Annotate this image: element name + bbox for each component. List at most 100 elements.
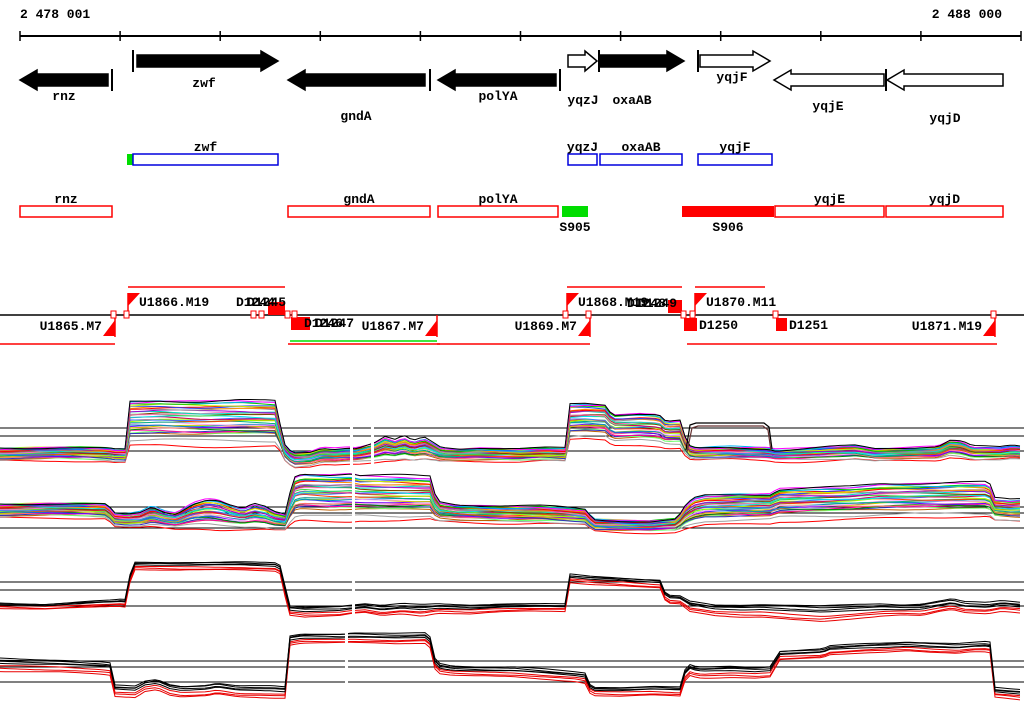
gene-label-polYA: polYA	[478, 89, 518, 104]
d-probe-block[interactable]	[268, 302, 285, 315]
probe-label-U1866.M19: U1866.M19	[139, 295, 210, 310]
d-probe-label-D1246: D1246	[304, 316, 344, 331]
d-probe-block[interactable]	[291, 317, 310, 330]
expression-line	[0, 635, 1021, 693]
probe-boundary-square	[562, 310, 569, 319]
expression-line	[0, 640, 1021, 698]
expression-line	[0, 399, 1021, 454]
segment-label-rnz: rnz	[54, 192, 78, 207]
segment-box-S905[interactable]	[562, 206, 588, 217]
segment-box-gndA[interactable]	[287, 205, 431, 218]
gene-arrow-rnz[interactable]	[18, 68, 109, 92]
expression-outlier-line	[685, 422, 773, 451]
gene-arrow-yqjE[interactable]	[772, 68, 885, 92]
segment-box-yqjD[interactable]	[885, 205, 1004, 218]
probe-label-U1871.M19: U1871.M19	[911, 319, 982, 334]
transcript-box-yqzJ[interactable]	[567, 153, 598, 166]
probe-boundary-square	[689, 310, 696, 319]
gene-label-zwf: zwf	[192, 76, 216, 91]
gene-arrow-polYA[interactable]	[436, 68, 557, 92]
segment-label-S906: S906	[712, 220, 744, 235]
expression-line	[0, 512, 1021, 531]
probe-flag-U1868.M19[interactable]	[567, 293, 579, 306]
expression-line	[0, 569, 1021, 622]
transcript-box-yqjF[interactable]	[697, 153, 773, 166]
probe-flag-U1871.M19[interactable]	[983, 320, 995, 336]
gene-label-yqzJ: yqzJ	[567, 93, 599, 108]
probe-label-U1869.M7: U1869.M7	[514, 319, 577, 334]
probe-boundary-square	[291, 310, 298, 319]
ruler-end-coordinate: 2 488 000	[931, 7, 1002, 22]
transcript-label-yqzJ: yqzJ	[566, 140, 599, 155]
gene-label-oxaAB: oxaAB	[612, 93, 652, 108]
transcript-label-oxaAB: oxaAB	[621, 140, 661, 155]
d-probe-label-D1251: D1251	[789, 318, 829, 333]
gene-arrow-yqzJ[interactable]	[567, 49, 599, 73]
probe-flag-U1869.M7[interactable]	[578, 320, 590, 336]
segment-label-yqjD: yqjD	[928, 192, 961, 207]
transcript-start-cap	[127, 154, 133, 165]
probe-boundary-square	[990, 310, 997, 319]
segment-box-S906[interactable]	[682, 206, 774, 217]
expression-line	[0, 562, 1021, 609]
probe-flag-U1865.M7[interactable]	[103, 320, 115, 336]
segment-box-yqjE[interactable]	[774, 205, 885, 218]
probe-flag-U1870.M11[interactable]	[695, 293, 707, 306]
transcript-box-oxaAB[interactable]	[599, 153, 683, 166]
probe-label-U1870.M11: U1870.M11	[706, 295, 777, 310]
probe-boundary-square	[585, 310, 592, 319]
gene-arrow-yqjD[interactable]	[885, 68, 1004, 92]
expression-track-1-many-conditions	[0, 396, 1024, 470]
segment-label-yqjE: yqjE	[813, 192, 846, 207]
segment-box-polYA[interactable]	[437, 205, 559, 218]
d-probe-block[interactable]	[776, 318, 787, 331]
d-probe-label-D1244: D1244	[236, 295, 276, 310]
gene-label-yqjD: yqjD	[929, 111, 961, 126]
gene-label-yqjE: yqjE	[812, 99, 844, 114]
probe-flag-U1866.M19[interactable]	[128, 293, 140, 306]
expression-line	[0, 561, 1021, 608]
probe-boundary-square	[284, 310, 291, 319]
gene-label-rnz: rnz	[52, 89, 76, 104]
transcript-box-zwf[interactable]	[132, 153, 279, 166]
expression-line	[0, 638, 1021, 697]
gene-arrow-zwf[interactable]	[136, 49, 280, 73]
segment-label-polYA: polYA	[478, 192, 518, 207]
probe-label-U1867.M7: U1867.M7	[361, 319, 424, 334]
gene-arrow-gndA[interactable]	[286, 68, 426, 92]
expression-line	[0, 641, 1021, 701]
probe-flag-U1867.M7[interactable]	[425, 320, 437, 336]
expression-line	[0, 633, 1021, 692]
probe-boundary-square	[772, 310, 779, 319]
expression-line	[0, 473, 1021, 523]
gene-arrow-yqjF[interactable]	[699, 49, 772, 73]
probe-label-U1868.M19: U1868.M19	[578, 295, 649, 310]
expression-line	[0, 515, 1021, 535]
track-break-gap	[345, 630, 348, 708]
expression-line	[0, 632, 1021, 690]
expression-track-2-many-conditions	[0, 471, 1024, 545]
ruler-start-coordinate: 2 478 001	[20, 7, 91, 22]
probe-boundary-square	[110, 310, 117, 319]
track-break-gap	[371, 396, 374, 470]
transcript-label-yqjF: yqjF	[719, 140, 751, 155]
gene-arrow-oxaAB[interactable]	[599, 49, 686, 73]
expression-line	[0, 566, 1021, 617]
track-break-gap	[352, 556, 355, 626]
d-probe-label-D1248: D1248	[627, 296, 667, 311]
expression-line	[0, 562, 1021, 611]
probe-boundary-square	[258, 310, 265, 319]
track-break-gap	[350, 396, 353, 470]
d-probe-block[interactable]	[684, 318, 697, 331]
expression-line	[0, 567, 1021, 620]
d-probe-label-D1245: D1245	[247, 295, 287, 310]
segment-label-S905: S905	[559, 220, 591, 235]
d-probe-label-D1249: D1249	[638, 296, 678, 311]
probe-boundary-square	[680, 310, 687, 319]
probe-boundary-square	[250, 310, 257, 319]
probe-label-U1865.M7: U1865.M7	[39, 319, 102, 334]
segment-box-rnz[interactable]	[19, 205, 113, 218]
d-probe-block[interactable]	[668, 300, 682, 313]
